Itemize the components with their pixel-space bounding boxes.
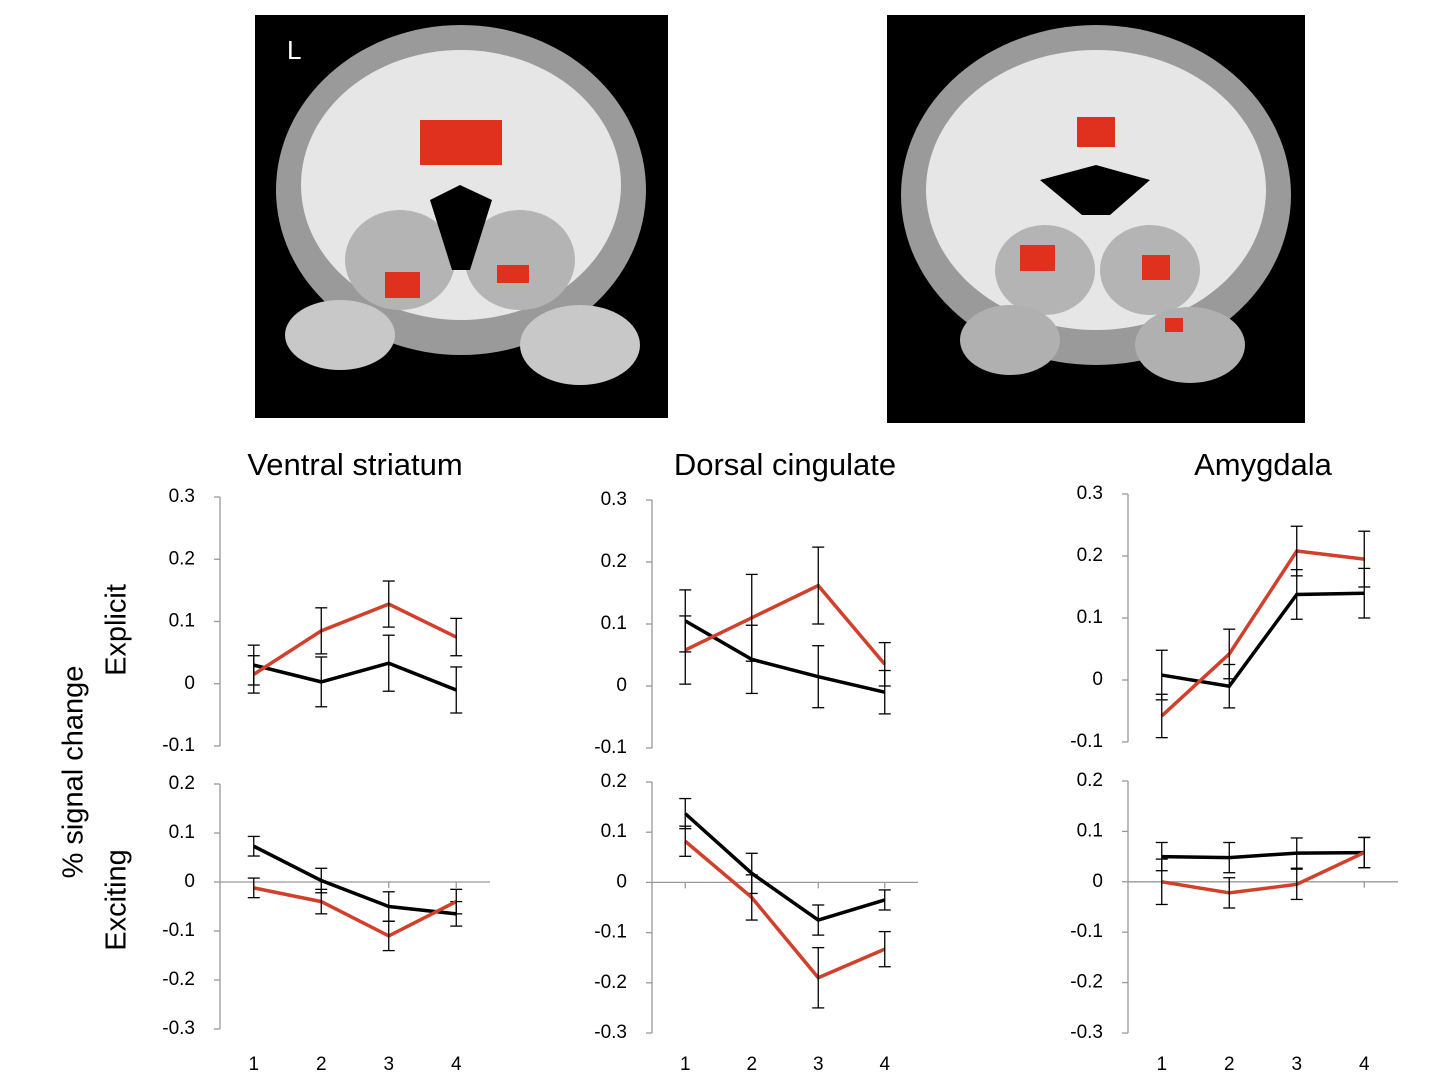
x-tick-label: 3 [813,1054,824,1075]
row-label: Exciting [101,849,133,951]
y-tick-label: 0.2 [169,548,195,569]
data-line [684,812,886,922]
y-tick-label: 0.2 [169,773,195,794]
row-label: Explicit [101,584,133,676]
y-tick-label: 0.1 [1077,820,1103,841]
y-tick-label: -0.1 [162,735,195,756]
y-tick-label: 0.1 [169,822,195,843]
data-line [684,839,886,980]
y-tick-label: 0.1 [1077,607,1103,628]
y-tick-label: -0.3 [594,1022,627,1043]
y-tick-label: -0.1 [594,737,627,758]
x-tick-label: 1 [248,1054,259,1075]
y-tick-label: 0.2 [601,551,627,572]
brain-image-left: L [255,15,668,418]
y-tick-label: -0.1 [162,920,195,941]
x-tick-label: 2 [1224,1054,1235,1075]
data-line [1160,549,1365,718]
y-tick-label: 0.3 [1077,483,1103,504]
y-tick-label: 0 [1092,669,1103,690]
data-line [1161,850,1365,860]
data-line [1161,591,1365,689]
y-tick-label: 0.2 [1077,770,1103,791]
image-label: L [287,35,301,65]
y-tick-label: 0 [184,871,195,892]
y-tick-label: -0.3 [1070,1022,1103,1043]
y-tick-label: 0.1 [601,821,627,842]
x-tick-label: 3 [383,1054,394,1075]
y-tick-label: -0.1 [1070,731,1103,752]
data-line [1161,850,1365,895]
y-tick-label: -0.2 [162,969,195,990]
data-line [253,661,457,692]
x-tick-label: 1 [1156,1054,1167,1075]
y-tick-label: 0.1 [169,611,195,632]
chart-title: Amygdala [1194,447,1333,482]
y-tick-label: 0.2 [1077,545,1103,566]
data-line [253,886,458,938]
data-line [252,844,457,916]
y-tick-label: 0.1 [601,613,627,634]
y-tick-label: -0.1 [594,922,627,943]
y-axis-label: % signal change [58,666,90,879]
data-line [684,619,886,694]
y-tick-label: 0 [1092,871,1103,892]
x-tick-label: 4 [879,1054,890,1075]
x-tick-label: 2 [746,1054,757,1075]
y-tick-label: -0.2 [594,972,627,993]
y-tick-label: -0.3 [162,1018,195,1039]
x-tick-label: 1 [680,1054,691,1075]
chart-title: Dorsal cingulate [674,447,896,482]
data-line [684,583,887,666]
y-tick-label: -0.1 [1070,921,1103,942]
brain-image-right [887,15,1305,423]
y-tick-label: 0.2 [601,771,627,792]
x-tick-label: 4 [451,1054,462,1075]
x-tick-label: 2 [316,1054,327,1075]
y-tick-label: 0 [616,871,627,892]
y-tick-label: 0.3 [601,489,627,510]
chart-title: Ventral striatum [247,447,462,482]
x-tick-label: 4 [1359,1054,1370,1075]
y-tick-label: 0.3 [169,486,195,507]
data-line [252,602,458,676]
y-tick-label: -0.2 [1070,972,1103,993]
y-tick-label: 0 [184,673,195,694]
x-tick-label: 3 [1291,1054,1302,1075]
y-tick-label: 0 [616,675,627,696]
